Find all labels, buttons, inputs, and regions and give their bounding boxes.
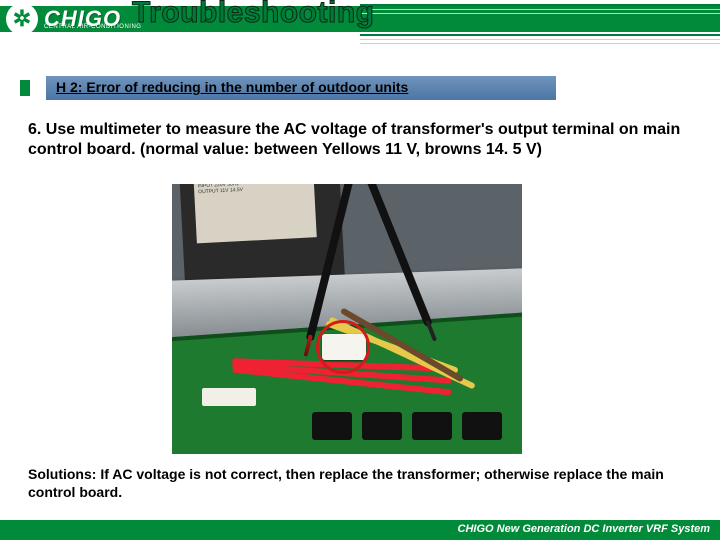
diagnostic-photo: TRANSFORMERINPUT 220V 50HzOUTPUT 11V 14.… [172,184,522,454]
relay-component [312,412,352,440]
header: ✲ CHIGO CENTRAL AIR-CONDITIONING Trouble… [0,0,720,48]
highlight-circle-icon [316,320,370,374]
solutions-text: Solutions: If AC voltage is not correct,… [28,466,692,501]
transformer-label: TRANSFORMERINPUT 220V 50HzOUTPUT 11V 14.… [193,184,316,243]
step-instruction: 6. Use multimeter to measure the AC volt… [28,120,692,160]
footer-text: CHIGO New Generation DC Inverter VRF Sys… [458,523,710,535]
small-connector [202,388,256,406]
left-accent-block [20,80,30,96]
header-stripes [360,0,720,48]
relay-component [412,412,452,440]
error-code-bar: H 2: Error of reducing in the number of … [46,76,556,100]
logo-swirl-icon: ✲ [6,3,38,35]
transformer: TRANSFORMERINPUT 220V 50HzOUTPUT 11V 14.… [179,184,345,288]
footer-bar: CHIGO New Generation DC Inverter VRF Sys… [0,520,720,540]
page-title: Troubleshooting [132,0,374,30]
relay-component [362,412,402,440]
subbrand-text: CENTRAL AIR-CONDITIONING [44,24,141,30]
relay-component [462,412,502,440]
logo-block: ✲ CHIGO [6,2,121,36]
